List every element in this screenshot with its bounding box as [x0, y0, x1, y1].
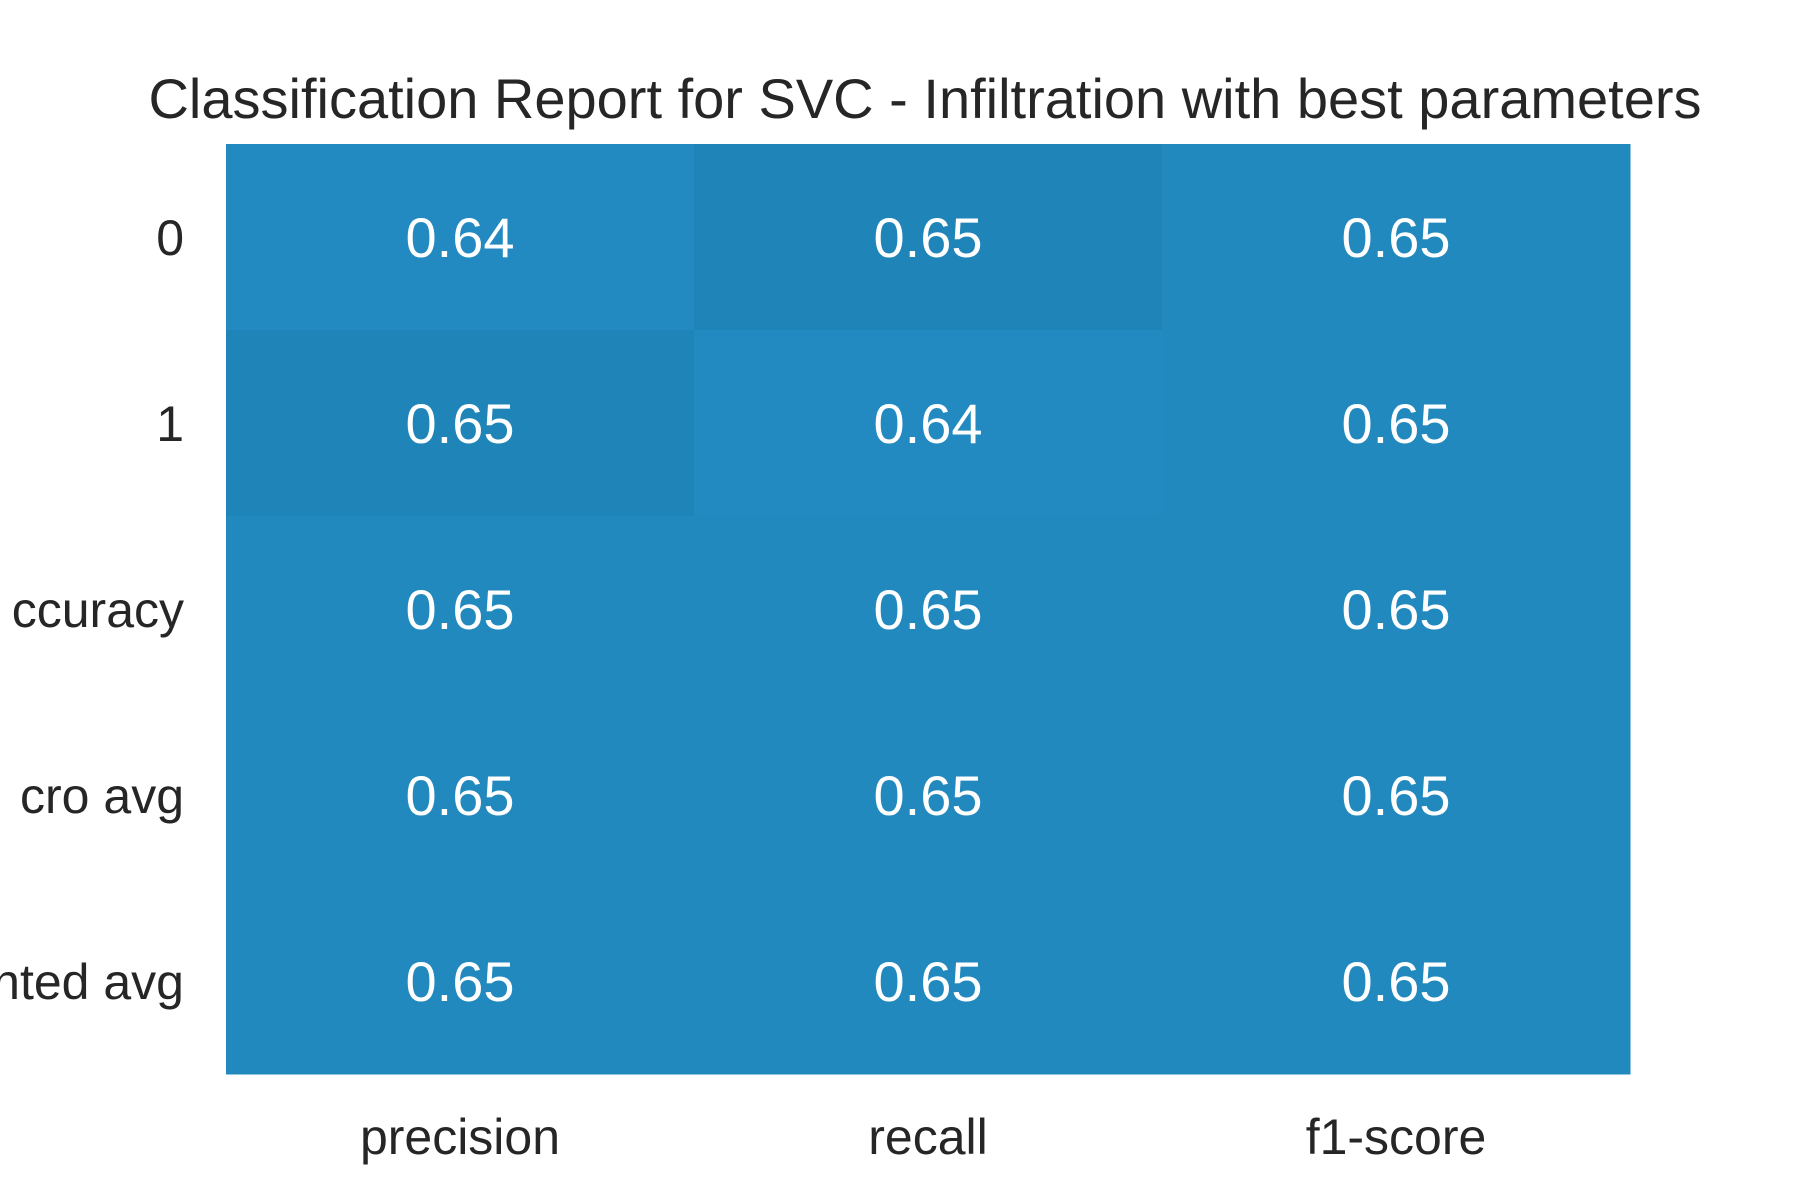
heatmap-cell-0-f1-score: [1162, 144, 1631, 331]
cell-value-label: 0.65: [1342, 950, 1451, 1013]
heatmap-cell-weighted-avg-f1-score: [1162, 888, 1631, 1075]
cell-value-label: 0.65: [1342, 578, 1451, 641]
row-tick-label-weighted-avg: nted avg: [0, 954, 184, 1010]
cell-value-label: 0.65: [406, 764, 515, 827]
heatmap-cell-1-recall: [694, 330, 1163, 517]
heatmap-cells: [226, 144, 1631, 1075]
heatmap-cell-0-precision: [226, 144, 695, 331]
column-tick-label-f1-score: f1-score: [1306, 1109, 1487, 1165]
heatmap-cell-accuracy-precision: [226, 516, 695, 703]
heatmap-cell-0-recall: [694, 144, 1163, 331]
cell-value-label: 0.65: [874, 950, 983, 1013]
heatmap-cell-1-precision: [226, 330, 695, 517]
cell-value-label: 0.65: [406, 950, 515, 1013]
heatmap-cell-accuracy-f1-score: [1162, 516, 1631, 703]
row-tick-label-0: 0: [156, 210, 184, 266]
heatmap-cell-weighted-avg-precision: [226, 888, 695, 1075]
cell-value-label: 0.65: [1342, 392, 1451, 455]
heatmap-cell-macro-avg-recall: [694, 702, 1163, 889]
row-tick-label-1: 1: [156, 396, 184, 452]
cell-value-label: 0.65: [1342, 764, 1451, 827]
row-tick-label-macro-avg: cro avg: [20, 768, 184, 824]
cell-value-label: 0.65: [406, 578, 515, 641]
row-tick-label-accuracy: ccuracy: [12, 582, 184, 638]
cell-value-label: 0.65: [874, 206, 983, 269]
chart-title: Classification Report for SVC - Infiltra…: [148, 67, 1701, 130]
cell-value-label: 0.64: [406, 206, 515, 269]
cell-value-label: 0.65: [406, 392, 515, 455]
cell-value-label: 0.65: [874, 764, 983, 827]
heatmap-cell-accuracy-recall: [694, 516, 1163, 703]
heatmap-cell-weighted-avg-recall: [694, 888, 1163, 1075]
cell-annotations: 0.64 0.65 0.65 0.65 0.64 0.65 0.65 0.65 0.65 0.65…: [406, 206, 1451, 1013]
cell-value-label: 0.64: [874, 392, 983, 455]
cell-value-label: 0.65: [1342, 206, 1451, 269]
row-tick-labels: 0 1 ccuracy cro avg nted avg: [0, 210, 184, 1010]
heatmap-cell-macro-avg-f1-score: [1162, 702, 1631, 889]
column-tick-label-recall: recall: [868, 1109, 987, 1165]
column-tick-labels: precision recall f1-score: [360, 1109, 1486, 1165]
cell-value-label: 0.65: [874, 578, 983, 641]
heatmap-cell-1-f1-score: [1162, 330, 1631, 517]
column-tick-label-precision: precision: [360, 1109, 560, 1165]
heatmap-cell-macro-avg-precision: [226, 702, 695, 889]
